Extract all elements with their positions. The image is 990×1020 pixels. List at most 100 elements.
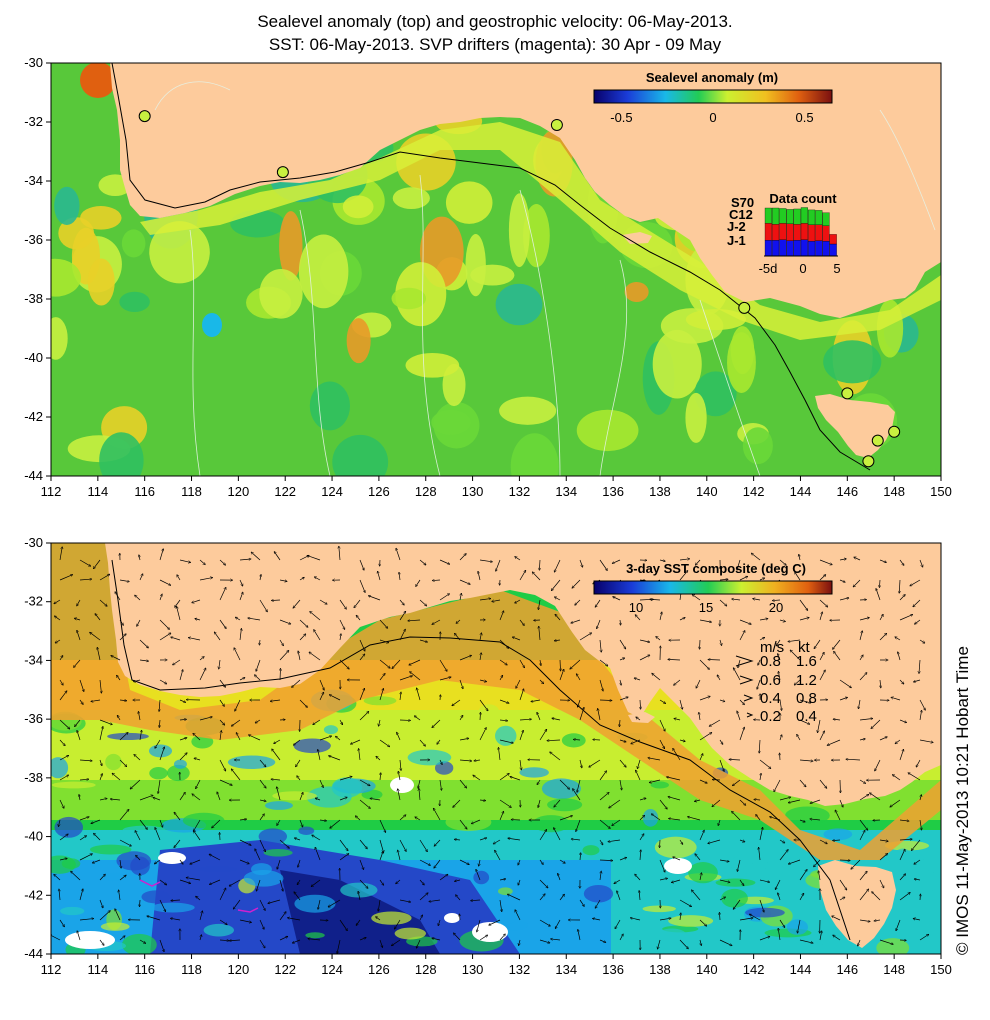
data-count-bar-segment xyxy=(793,224,801,241)
velocity-arrow xyxy=(911,839,921,850)
velocity-arrow xyxy=(217,792,221,801)
velocity-arrow xyxy=(279,639,283,646)
velocity-arrow xyxy=(637,759,641,769)
velocity-arrow xyxy=(359,688,364,701)
sst-y-tick-label: -30 xyxy=(24,535,43,550)
velocity-arrow xyxy=(712,799,721,807)
sla-x-tick-label: 114 xyxy=(87,484,108,499)
velocity-arrow xyxy=(419,879,424,885)
velocity-arrow xyxy=(115,592,121,601)
velocity-arrow xyxy=(576,674,581,681)
velocity-arrow xyxy=(99,679,101,693)
velocity-arrow xyxy=(718,819,721,825)
velocity-arrow xyxy=(639,815,645,821)
velocity-arrow xyxy=(719,897,725,901)
data-count-bar-segment xyxy=(772,207,780,225)
sla-x-tick-label: 144 xyxy=(790,484,812,499)
velocity-arrow xyxy=(419,559,426,565)
velocity-arrow xyxy=(554,799,561,807)
velocity-arrow xyxy=(550,752,561,761)
velocity-arrow xyxy=(600,871,601,881)
velocity-arrow xyxy=(919,699,925,710)
velocity-arrow xyxy=(515,557,521,561)
velocity-arrow xyxy=(519,730,523,741)
velocity-arrow xyxy=(455,880,461,881)
velocity-arrow xyxy=(179,859,183,864)
velocity-arrow xyxy=(99,599,107,606)
data-count-bar-segment xyxy=(822,225,830,242)
data-count-bar-segment xyxy=(829,234,837,245)
velocity-arrow xyxy=(119,875,126,881)
velocity-arrow xyxy=(579,707,584,721)
velocity-arrow xyxy=(788,859,801,864)
velocity-arrow xyxy=(599,793,609,801)
sst-colorbar-label-10: 10 xyxy=(629,600,643,615)
velocity-arrow xyxy=(92,859,101,863)
velocity-arrow xyxy=(551,939,561,940)
sst-texture-patch xyxy=(561,733,586,748)
velocity-arrow xyxy=(613,597,621,601)
velocity-arrow xyxy=(879,854,887,861)
velocity-arrow xyxy=(77,731,81,741)
velocity-arrow xyxy=(456,895,461,901)
velocity-arrow xyxy=(659,799,667,809)
velocity-arrow xyxy=(79,760,92,761)
velocity-arrow xyxy=(432,938,441,941)
velocity-arrow xyxy=(77,630,81,641)
velocity-arrow xyxy=(819,599,828,607)
velocity-arrow xyxy=(196,779,201,789)
velocity-arrow xyxy=(454,839,461,840)
data-count-bar-segment xyxy=(786,209,794,224)
velocity-arrow xyxy=(248,618,261,621)
sst-texture-patch xyxy=(910,870,940,893)
sla-y-tick-label: -34 xyxy=(24,173,43,188)
velocity-arrow xyxy=(696,679,701,688)
velocity-arrow xyxy=(159,579,171,585)
tide-gauge-marker xyxy=(871,434,884,447)
velocity-arrow xyxy=(547,740,561,741)
sla-map-axes: 112 114 116 118 120 122 124 126 128 130 132 134 136 1… xyxy=(24,55,952,499)
sst-texture-patch xyxy=(122,825,166,836)
sst-texture-patch xyxy=(599,750,626,770)
data-count-bar-segment xyxy=(772,224,780,241)
velocity-arrow xyxy=(459,554,466,561)
sst-colorbar-title: 3-day SST composite (deg C) xyxy=(626,561,806,576)
velocity-arrow xyxy=(759,637,765,641)
velocity-arrow xyxy=(839,559,846,560)
velocity-arrow xyxy=(376,756,381,761)
velocity-arrow xyxy=(399,839,406,851)
velocity-arrow xyxy=(194,831,201,841)
velocity-arrow xyxy=(699,732,712,741)
velocity-arrow xyxy=(239,629,241,641)
velocity-arrow xyxy=(392,939,401,946)
sla-y-tick-label: -36 xyxy=(24,232,43,247)
velocity-arrow xyxy=(419,639,427,642)
velocity-arrow xyxy=(818,871,821,881)
sst-texture-patch xyxy=(54,816,84,838)
velocity-arrow xyxy=(515,599,521,603)
sst-texture-patch xyxy=(876,938,910,954)
velocity-arrow xyxy=(415,817,421,821)
sst-x-tick-label: 118 xyxy=(181,962,202,977)
velocity-arrow xyxy=(499,934,505,941)
sla-x-tick-label: 136 xyxy=(602,484,624,499)
velocity-arrow xyxy=(579,559,583,567)
velocity-arrow xyxy=(858,699,861,709)
velocity-arrow xyxy=(137,619,141,626)
velocity-arrow xyxy=(439,874,448,881)
velocity-arrow xyxy=(251,552,261,561)
velocity-arrow xyxy=(256,659,261,671)
sat-label-j2: J-2 xyxy=(727,219,746,234)
velocity-arrow xyxy=(733,668,741,681)
data-count-x-label-start: -5d xyxy=(759,261,778,276)
velocity-arrow xyxy=(794,679,801,685)
velocity-arrow xyxy=(919,819,922,830)
velocity-arrow xyxy=(339,546,340,561)
velocity-arrow xyxy=(539,879,548,888)
velocity-arrow xyxy=(779,699,782,710)
velocity-arrow xyxy=(872,892,881,901)
velocity-arrow xyxy=(313,719,321,725)
data-count-bar-segment xyxy=(808,224,816,242)
velocity-arrow xyxy=(895,637,901,641)
velocity-arrow xyxy=(719,879,730,882)
